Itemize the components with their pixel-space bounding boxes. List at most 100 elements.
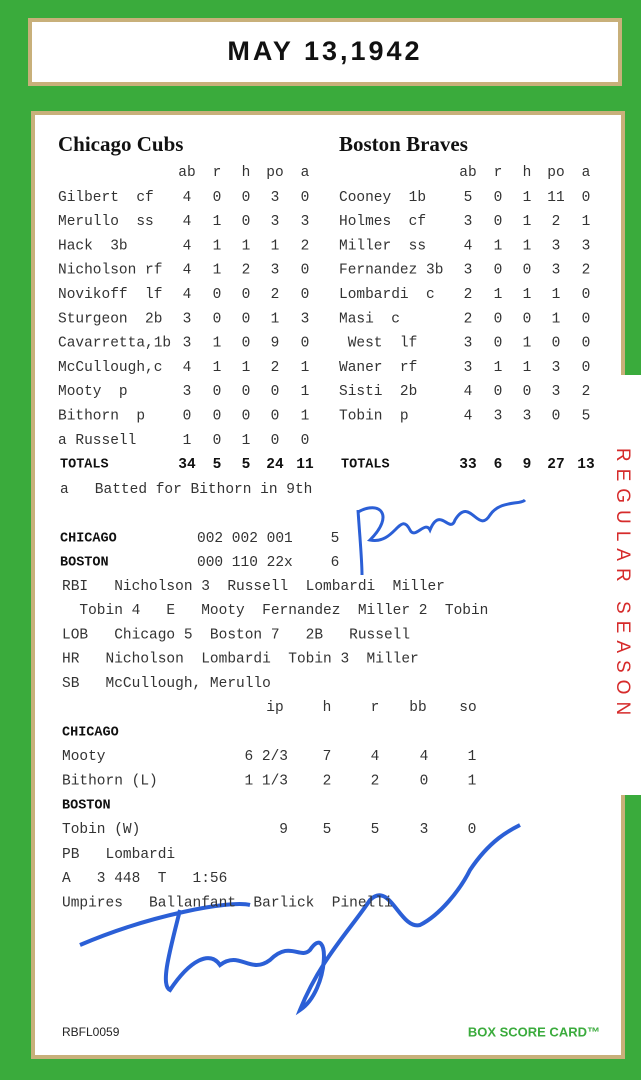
player: West lf <box>339 336 417 352</box>
column-header: ab <box>178 165 195 181</box>
stat: 0 <box>494 263 503 279</box>
stat: 4 <box>464 409 473 425</box>
stat: 0 <box>213 287 222 303</box>
card-id: RBFL0059 <box>62 1025 120 1039</box>
total: 11 <box>296 457 314 473</box>
game-note: HR Nicholson Lombardi Tobin 3 Miller <box>62 652 419 668</box>
game-note: RBI Nicholson 3 Russell Lombardi Miller <box>62 579 445 595</box>
team-name: Chicago Cubs <box>58 132 183 156</box>
stat: 3 <box>464 360 473 376</box>
misc-note: Umpires Ballanfant Barlick Pinelli <box>62 895 393 911</box>
pitching-stat: 4 <box>371 749 380 765</box>
misc-note: A 3 448 T 1:56 <box>62 871 227 887</box>
stat: 4 <box>464 384 473 400</box>
stat: 11 <box>547 190 564 206</box>
stat: 3 <box>464 214 473 230</box>
stat: 0 <box>582 336 591 352</box>
stat: 1 <box>242 360 251 376</box>
pitcher: Bithorn (L) <box>62 773 158 789</box>
stat: 1 <box>523 336 532 352</box>
pitching-stat: 1 <box>468 749 477 765</box>
total: 24 <box>266 457 284 473</box>
total: 34 <box>178 457 196 473</box>
stat: 1 <box>582 214 591 230</box>
stat: 0 <box>213 409 222 425</box>
player: Holmes cf <box>339 214 426 230</box>
stat: 3 <box>301 214 310 230</box>
stat: 2 <box>582 384 591 400</box>
stat: 1 <box>301 360 310 376</box>
stat: 0 <box>242 409 251 425</box>
player: Lombardi c <box>339 287 435 303</box>
stat: 0 <box>213 190 222 206</box>
player: Mooty p <box>58 384 128 400</box>
stat: 3 <box>464 336 473 352</box>
card-body <box>31 111 625 1059</box>
pitching-header: h <box>323 700 332 716</box>
stat: 3 <box>552 384 561 400</box>
side-label: REGULAR SEASON <box>612 448 633 722</box>
stat: 3 <box>582 238 591 254</box>
stat: 1 <box>523 190 532 206</box>
player: Fernandez 3b <box>339 263 443 279</box>
column-header: r <box>213 165 222 181</box>
pitching-stat: 5 <box>323 822 332 838</box>
stat: 3 <box>301 311 310 327</box>
stat: 0 <box>271 433 280 449</box>
stat: 2 <box>552 214 561 230</box>
stat: 3 <box>464 263 473 279</box>
stat: 2 <box>464 287 473 303</box>
stat: 1 <box>523 287 532 303</box>
stat: 1 <box>213 214 222 230</box>
stat: 2 <box>301 238 310 254</box>
signature <box>79 823 521 1016</box>
stat: 3 <box>552 238 561 254</box>
stat: 1 <box>552 287 561 303</box>
team-name: Boston Braves <box>339 132 468 156</box>
runs: 5 <box>331 531 340 547</box>
stat: 0 <box>494 384 503 400</box>
innings: 000 110 22x <box>197 555 293 571</box>
stat: 3 <box>183 336 192 352</box>
brand: BOX SCORE CARD™ <box>468 1024 600 1039</box>
player: Cooney 1b <box>339 190 426 206</box>
stat: 3 <box>183 384 192 400</box>
stat: 1 <box>301 409 310 425</box>
column-header: h <box>523 165 532 181</box>
stat: 4 <box>183 214 192 230</box>
stat: 3 <box>523 409 532 425</box>
stat: 1 <box>183 433 192 449</box>
misc-note: PB Lombardi <box>62 847 175 863</box>
column-header: r <box>494 165 503 181</box>
stat: 1 <box>242 238 251 254</box>
stat: 1 <box>271 238 280 254</box>
stat: 1 <box>301 384 310 400</box>
stat: 0 <box>582 311 591 327</box>
player: Cavarretta,1b <box>58 336 171 352</box>
stat: 0 <box>242 336 251 352</box>
player: Masi c <box>339 311 400 327</box>
side-tab <box>600 375 641 795</box>
stat: 2 <box>271 287 280 303</box>
pitching-stat: 7 <box>323 749 332 765</box>
stat: 0 <box>242 214 251 230</box>
stat: 0 <box>494 336 503 352</box>
stat: 4 <box>464 238 473 254</box>
stat: 0 <box>523 384 532 400</box>
column-header: po <box>266 165 283 181</box>
stat: 1 <box>552 311 561 327</box>
stat: 3 <box>552 263 561 279</box>
stat: 1 <box>271 311 280 327</box>
stat: 0 <box>582 287 591 303</box>
stat: 0 <box>213 311 222 327</box>
stat: 0 <box>213 384 222 400</box>
stat: 2 <box>242 263 251 279</box>
stat: 0 <box>242 190 251 206</box>
pitcher: Tobin (W) <box>62 822 140 838</box>
pitching-stat: 5 <box>371 822 380 838</box>
stat: 0 <box>494 214 503 230</box>
player: Merullo ss <box>58 214 154 230</box>
game-note: LOB Chicago 5 Boston 7 2B Russell <box>62 627 410 643</box>
stat: 0 <box>242 287 251 303</box>
